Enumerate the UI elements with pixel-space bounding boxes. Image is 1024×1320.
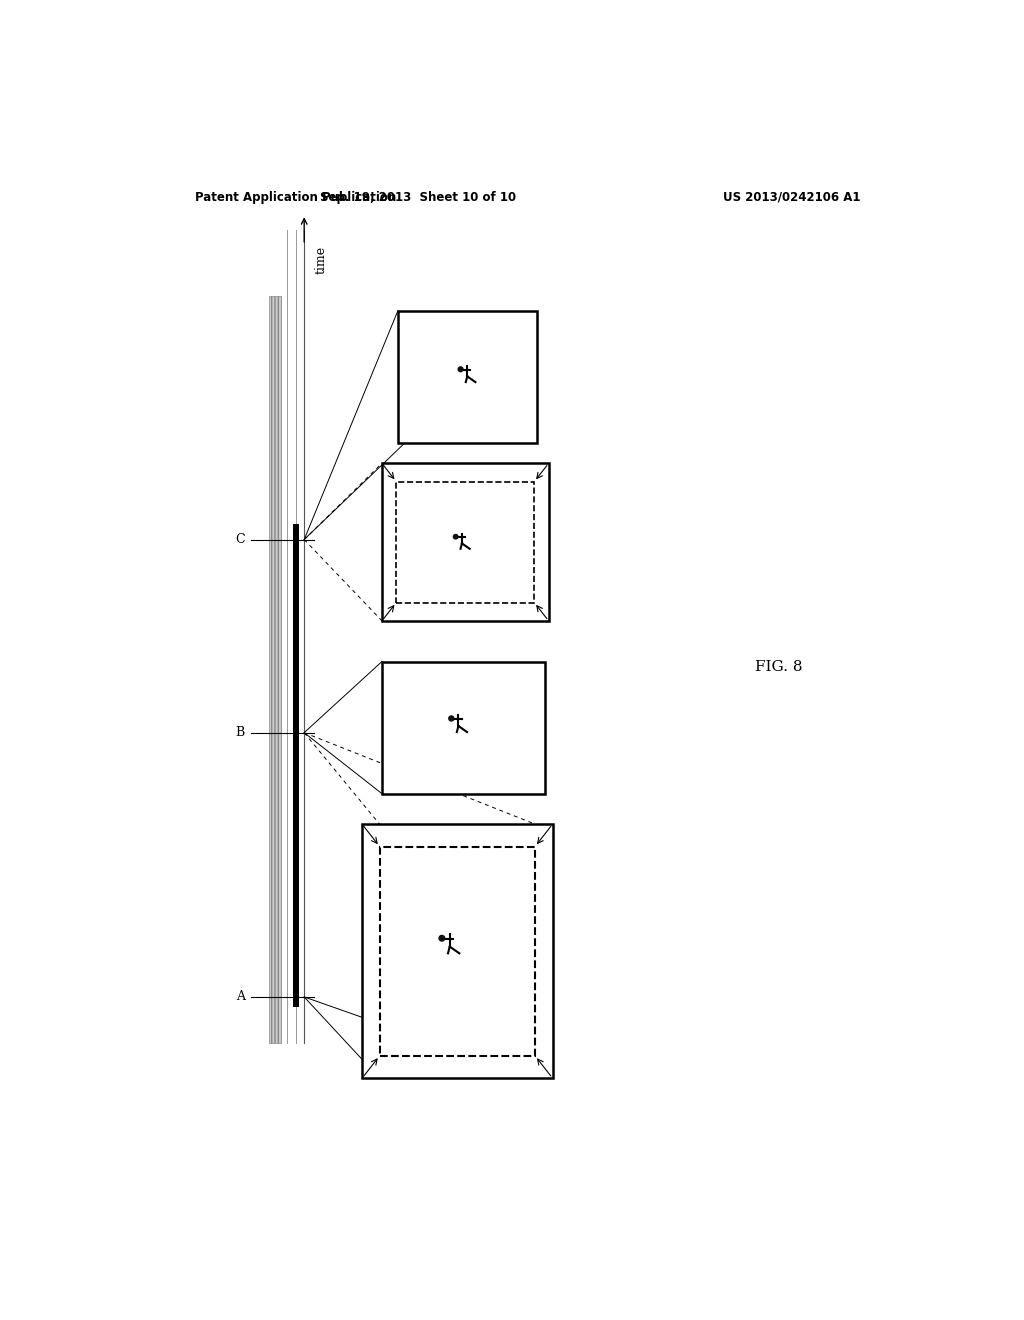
Bar [269, 296, 282, 1043]
Bar [293, 524, 299, 1007]
Text: Sep. 19, 2013  Sheet 10 of 10: Sep. 19, 2013 Sheet 10 of 10 [319, 190, 516, 203]
Bar [380, 846, 536, 1056]
Text: time: time [314, 246, 328, 275]
Bar [382, 661, 545, 793]
Text: FIG. 8: FIG. 8 [755, 660, 803, 673]
Text: US 2013/0242106 A1: US 2013/0242106 A1 [723, 190, 861, 203]
Ellipse shape [439, 936, 444, 941]
Bar [397, 312, 537, 444]
Ellipse shape [458, 367, 463, 372]
Bar [362, 824, 553, 1078]
Bar [382, 463, 549, 620]
Text: A: A [236, 990, 245, 1003]
Text: C: C [236, 533, 245, 546]
Text: B: B [236, 726, 245, 739]
Ellipse shape [449, 715, 454, 721]
Bar [396, 482, 535, 602]
Text: Patent Application Publication: Patent Application Publication [196, 190, 396, 203]
Ellipse shape [454, 535, 458, 539]
